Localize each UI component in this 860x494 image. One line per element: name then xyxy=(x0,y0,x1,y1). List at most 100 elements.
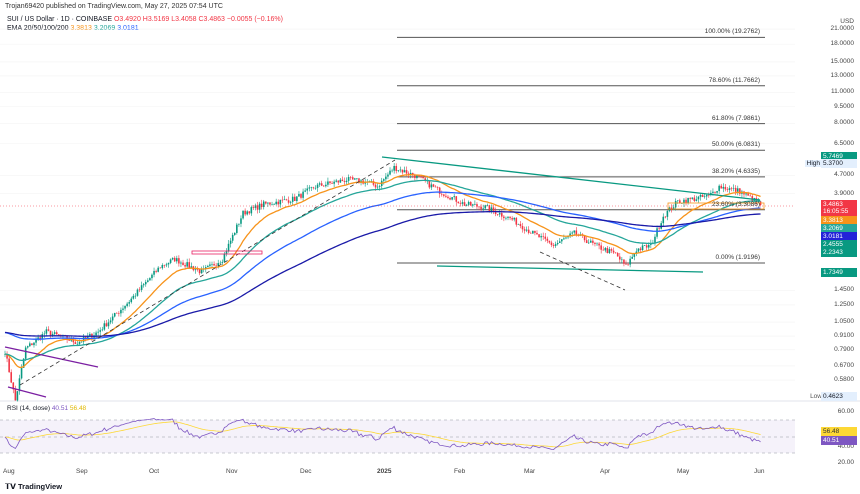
candle xyxy=(306,188,309,191)
low-tag: 0.4623 xyxy=(821,392,857,401)
candle xyxy=(87,335,89,339)
published-caption: Trojan69420 published on TradingView.com… xyxy=(5,3,223,10)
candle xyxy=(178,258,180,264)
candle xyxy=(674,200,677,208)
candle xyxy=(349,177,352,178)
candle xyxy=(513,217,516,220)
candle xyxy=(571,232,573,234)
candle xyxy=(372,181,375,185)
candle xyxy=(157,267,159,272)
candle xyxy=(374,184,377,188)
candle xyxy=(182,262,184,266)
open-value: O3.4920 xyxy=(113,16,141,23)
candle xyxy=(416,175,418,178)
rsi-line xyxy=(4,418,761,451)
candle xyxy=(151,274,153,279)
candle xyxy=(248,211,251,214)
candle xyxy=(128,302,130,304)
price-tick: 21.0000 xyxy=(830,25,855,33)
candle xyxy=(262,201,265,207)
candle xyxy=(734,187,737,192)
candle xyxy=(347,177,350,181)
candle xyxy=(246,211,248,215)
candle xyxy=(196,269,199,270)
candle xyxy=(443,194,445,196)
candle xyxy=(685,199,687,203)
candle xyxy=(602,249,605,251)
candle xyxy=(623,259,625,264)
candle xyxy=(229,240,232,244)
candle xyxy=(600,245,602,250)
candle xyxy=(554,244,557,246)
zone-box xyxy=(667,202,765,210)
price-tick: 1.0500 xyxy=(834,318,854,326)
low-label: Low xyxy=(810,393,822,400)
time-tick: Oct xyxy=(149,468,160,475)
ema100-value: 3.0181 xyxy=(117,25,139,32)
candle xyxy=(53,332,56,334)
tv-icon: 𝗧𝗩 xyxy=(5,482,16,491)
rsi-legend[interactable]: RSI (14, close) 40.51 56.48 xyxy=(7,405,86,412)
candle xyxy=(109,320,112,323)
candle xyxy=(134,295,137,297)
candle xyxy=(411,172,414,176)
candle xyxy=(647,244,650,248)
candle xyxy=(451,197,453,200)
candle xyxy=(142,284,145,286)
candle xyxy=(58,334,60,336)
candle xyxy=(608,249,611,254)
candle xyxy=(405,170,408,174)
rsi-ma-value: 56.48 xyxy=(69,405,87,412)
candle xyxy=(691,197,694,199)
symbol-title[interactable]: SUI / US Dollar · 1D · COINBASE xyxy=(7,16,113,23)
candle xyxy=(476,204,478,207)
candle xyxy=(697,196,700,200)
candle xyxy=(718,185,720,192)
time-tick: Apr xyxy=(600,468,611,475)
candle xyxy=(445,195,447,197)
ema20-tag: 3.3813 xyxy=(821,216,857,225)
candle xyxy=(302,191,304,198)
candle xyxy=(542,236,544,237)
candle xyxy=(240,218,242,224)
candle xyxy=(490,207,493,212)
candle xyxy=(186,262,188,267)
candle xyxy=(618,256,621,260)
candle xyxy=(200,269,203,274)
price-tick: 8.0000 xyxy=(834,119,854,127)
price-tick: 0.7900 xyxy=(834,345,854,353)
candle xyxy=(339,179,342,183)
candle xyxy=(132,295,135,299)
candle xyxy=(8,358,10,373)
candle xyxy=(322,185,325,187)
candle xyxy=(633,253,636,257)
candle xyxy=(244,210,246,215)
trendline xyxy=(381,156,761,201)
candle xyxy=(256,205,259,210)
last-price-tag: 3.4863 16:05:55 xyxy=(821,200,857,216)
price-tick: 15.0000 xyxy=(830,57,855,65)
candle xyxy=(211,264,213,265)
candle xyxy=(428,180,431,188)
candle xyxy=(565,237,567,239)
candle xyxy=(440,193,443,195)
ema50-value: 3.2069 xyxy=(93,25,116,32)
candle xyxy=(47,329,50,331)
ema50-tag: 3.2069 xyxy=(821,224,857,233)
candle xyxy=(327,181,329,185)
candle xyxy=(708,194,710,196)
candle xyxy=(84,336,87,339)
candle xyxy=(351,177,354,180)
candle xyxy=(124,306,126,309)
candle xyxy=(140,285,143,290)
candle xyxy=(403,170,406,173)
candle xyxy=(289,201,292,203)
candle xyxy=(515,217,518,225)
candle xyxy=(587,242,590,244)
candle xyxy=(72,338,75,343)
candle xyxy=(80,341,83,343)
candle xyxy=(31,343,33,346)
candle xyxy=(424,178,427,181)
ema-label[interactable]: EMA 20/50/100/200 xyxy=(7,25,69,32)
